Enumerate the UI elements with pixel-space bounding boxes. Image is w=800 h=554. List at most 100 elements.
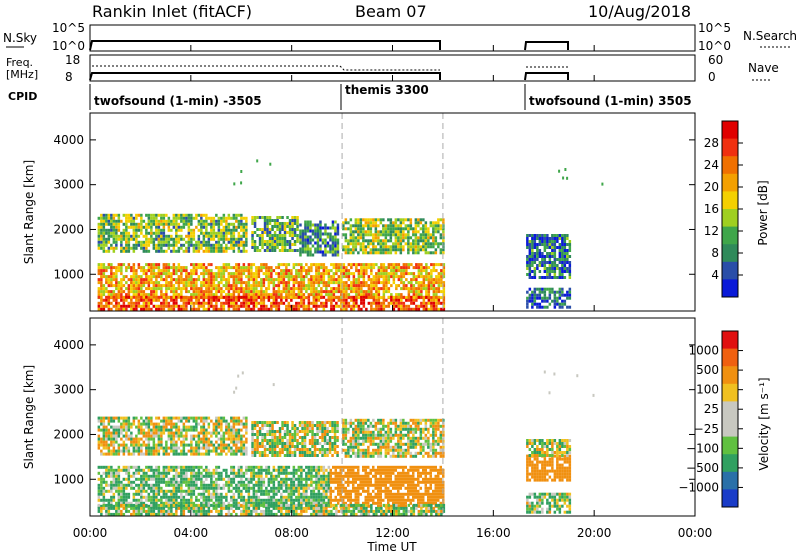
velocity-cell bbox=[384, 442, 388, 446]
velocity-cell bbox=[387, 442, 390, 446]
power-cell bbox=[160, 272, 163, 276]
power-cell bbox=[225, 225, 228, 229]
power-cell bbox=[240, 290, 243, 294]
power-cell bbox=[352, 242, 355, 246]
power-cell bbox=[330, 290, 333, 294]
power-cell bbox=[528, 299, 532, 303]
power-cell bbox=[180, 290, 183, 294]
power-cell bbox=[295, 278, 298, 282]
power-cell bbox=[405, 266, 408, 270]
power-cell bbox=[115, 293, 118, 297]
velocity-cell bbox=[427, 418, 430, 422]
power-cell bbox=[374, 221, 378, 225]
power-cell bbox=[253, 249, 257, 252]
power-cell bbox=[152, 213, 156, 217]
power-cell bbox=[125, 295, 128, 299]
power-cell bbox=[107, 246, 111, 250]
velocity-cell bbox=[344, 451, 348, 455]
power-cell bbox=[135, 287, 138, 291]
velocity-cell bbox=[100, 477, 103, 481]
power-cell bbox=[175, 237, 178, 241]
power-cell bbox=[322, 281, 326, 285]
power-cell bbox=[140, 243, 143, 247]
velocity-cell bbox=[192, 452, 196, 456]
power-cell bbox=[399, 221, 403, 225]
power-cell bbox=[291, 231, 294, 234]
power-cell bbox=[210, 293, 213, 297]
power-cell bbox=[220, 304, 223, 308]
power-cell bbox=[357, 263, 361, 267]
velocity-cell bbox=[112, 483, 116, 487]
power-cell bbox=[379, 245, 383, 249]
power-cell bbox=[192, 290, 196, 294]
power-cell bbox=[377, 275, 381, 279]
velocity-cell bbox=[97, 498, 101, 502]
power-cell bbox=[384, 227, 388, 231]
power-cell bbox=[272, 293, 276, 297]
power-cell bbox=[152, 287, 156, 291]
power-cell bbox=[334, 250, 337, 254]
power-cell bbox=[162, 213, 166, 217]
power-cell bbox=[160, 243, 163, 247]
velocity-cell bbox=[409, 442, 413, 446]
power-cell bbox=[295, 281, 298, 285]
power-cell bbox=[212, 295, 216, 299]
velocity-cell bbox=[261, 454, 264, 457]
velocity-cell bbox=[202, 446, 206, 450]
velocity-cell bbox=[432, 424, 435, 428]
power-cell bbox=[340, 281, 343, 285]
velocity-cell bbox=[147, 452, 151, 456]
power-cell bbox=[170, 249, 173, 253]
power-cell bbox=[242, 287, 246, 291]
velocity-cell bbox=[190, 416, 193, 420]
power-cell bbox=[162, 307, 166, 311]
power-cell bbox=[220, 231, 223, 235]
power-cell bbox=[182, 216, 186, 220]
power-cell bbox=[322, 290, 326, 294]
velocity-cell bbox=[207, 422, 211, 426]
velocity-cell bbox=[321, 430, 324, 433]
power-cell bbox=[140, 284, 143, 288]
power-cell bbox=[357, 304, 361, 308]
power-cell bbox=[352, 281, 356, 285]
velocity-cell bbox=[105, 474, 108, 478]
power-cell bbox=[260, 278, 263, 282]
power-cell bbox=[365, 269, 368, 273]
power-cell bbox=[175, 219, 178, 223]
velocity-cell bbox=[281, 424, 284, 427]
power-cell bbox=[180, 269, 183, 273]
power-cell bbox=[362, 245, 365, 249]
velocity-cell bbox=[399, 448, 403, 452]
velocity-cell bbox=[374, 436, 378, 440]
velocity-cell bbox=[389, 421, 393, 425]
power-cell bbox=[97, 293, 101, 297]
power-cell bbox=[553, 273, 557, 276]
power-cell bbox=[337, 287, 341, 291]
power-cell bbox=[247, 272, 251, 276]
power-cell bbox=[372, 298, 376, 302]
power-cell bbox=[125, 219, 128, 223]
power-cell bbox=[127, 284, 131, 288]
power-cell bbox=[372, 236, 375, 240]
power-cell bbox=[132, 304, 136, 308]
velocity-cell bbox=[102, 495, 106, 499]
power-cell bbox=[276, 237, 279, 240]
velocity-cell bbox=[152, 452, 156, 456]
power-cell bbox=[536, 252, 539, 255]
velocity-cell bbox=[225, 443, 228, 447]
velocity-cell bbox=[152, 428, 156, 432]
power-cell bbox=[107, 240, 111, 244]
power-cell bbox=[252, 304, 256, 308]
power-cell bbox=[266, 246, 269, 249]
power-cell bbox=[566, 255, 569, 258]
velocity-cell bbox=[222, 431, 226, 435]
power-cell bbox=[365, 290, 368, 294]
power-cell bbox=[97, 225, 101, 229]
power-cell bbox=[394, 251, 398, 255]
power-cell bbox=[182, 213, 186, 217]
power-cell bbox=[412, 298, 416, 302]
power-cell bbox=[200, 222, 203, 226]
power-cell bbox=[200, 263, 203, 267]
velocity-cell bbox=[323, 424, 327, 427]
velocity-cell bbox=[160, 446, 163, 450]
